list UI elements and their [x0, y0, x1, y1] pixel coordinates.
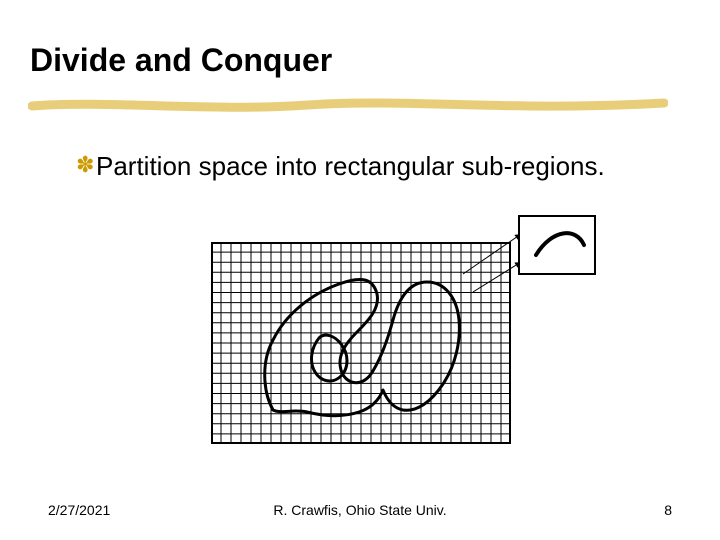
slide: Divide and Conquer ✽ Partition space int… [0, 0, 720, 540]
partition-figure [211, 242, 511, 444]
title-underline [28, 92, 668, 120]
footer-center: R. Crawfis, Ohio State Univ. [0, 502, 720, 518]
bullet-icon: ✽ [76, 150, 96, 180]
slide-title: Divide and Conquer [30, 42, 332, 79]
bullet-row: ✽ Partition space into rectangular sub-r… [76, 150, 660, 182]
zoom-callout [518, 215, 596, 275]
footer-page: 8 [664, 502, 672, 518]
bullet-text: Partition space into rectangular sub-reg… [96, 150, 605, 182]
